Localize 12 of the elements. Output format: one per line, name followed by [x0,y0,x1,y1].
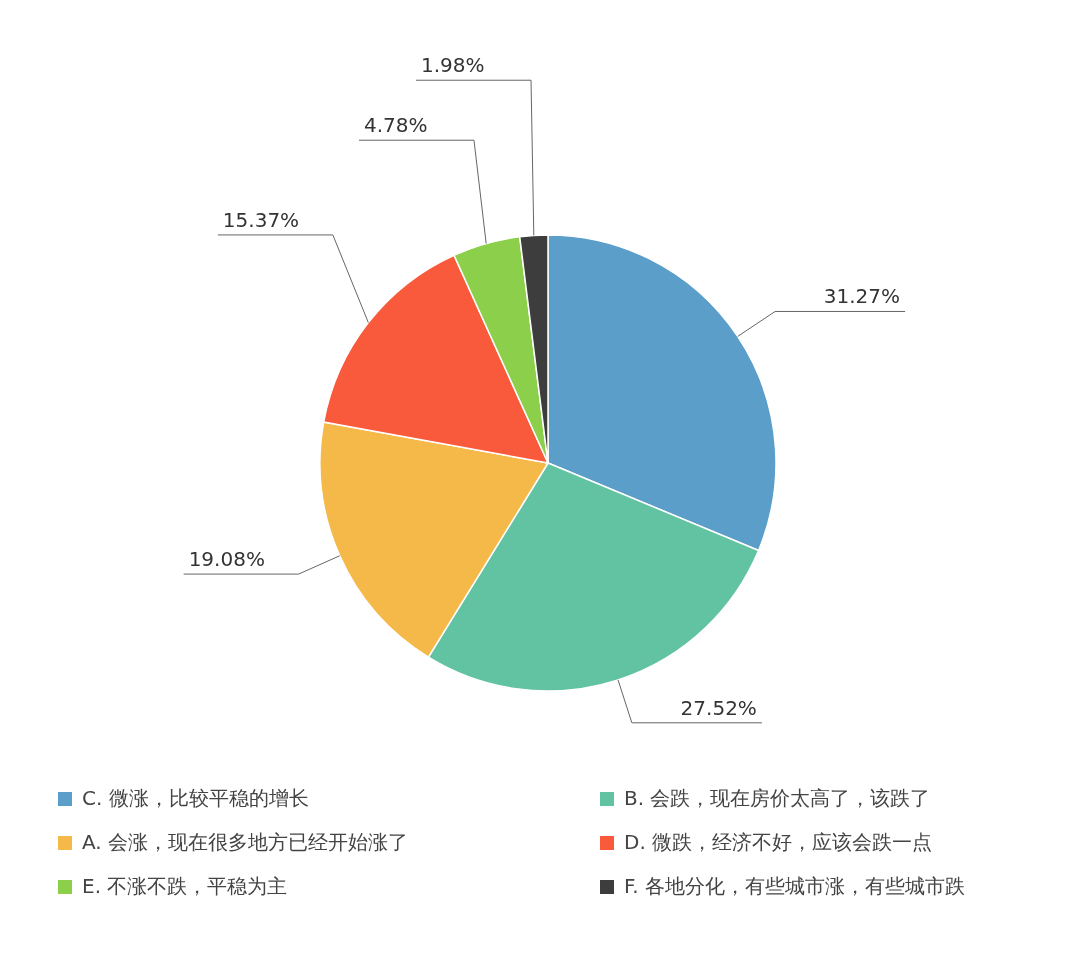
data-label: 19.08% [188,547,265,572]
legend-label: E. 不涨不跌，平稳为主 [82,874,288,898]
data-label: 31.27% [823,284,901,309]
legend-label: D. 微跌，经济不好，应该会跌一点 [624,830,933,854]
data-label: 1.98% [421,53,485,78]
legend-label: C. 微涨，比较平稳的增长 [82,786,309,810]
data-label: 4.78% [363,113,428,138]
data-label: 15.37% [222,207,300,232]
data-label: 27.52% [680,695,757,720]
legend-label: B. 会跌，现在房价太高了，该跌了 [624,786,931,810]
legend-label: A. 会涨，现在很多地方已经开始涨了 [82,830,409,854]
legend-label: F. 各地分化，有些城市涨，有些城市跌 [624,874,966,898]
